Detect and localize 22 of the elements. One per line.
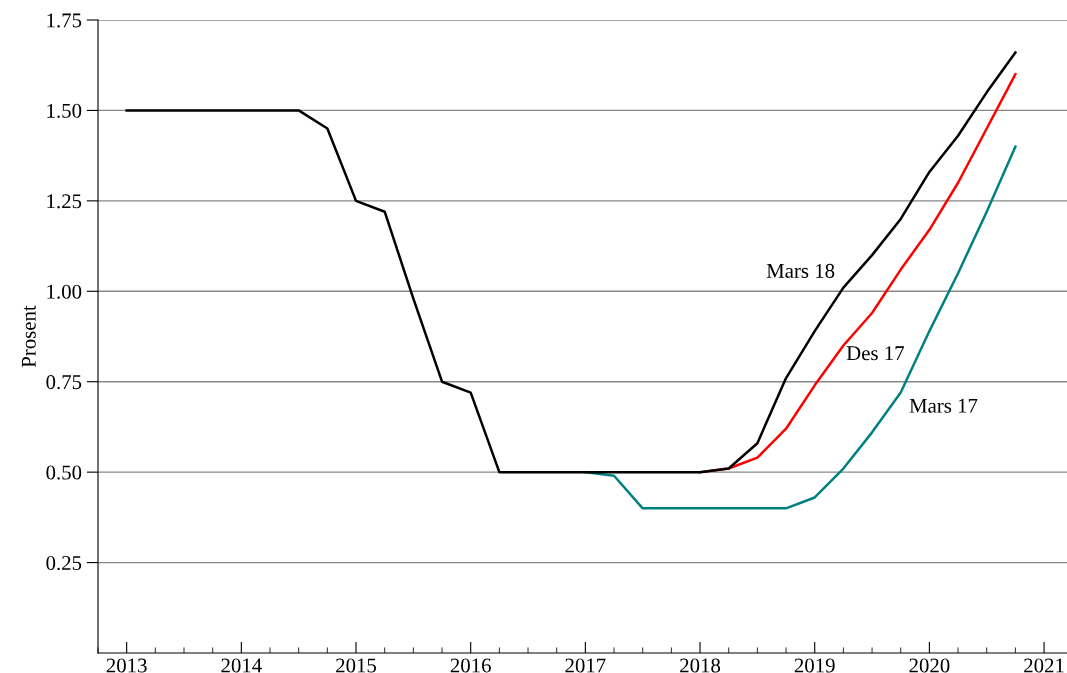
y-tick-label: 1.25 <box>47 194 82 209</box>
series-label: Mars 17 <box>909 398 978 413</box>
x-tick-label: 2013 <box>106 658 147 673</box>
line-series <box>125 51 1017 474</box>
x-tick-label: 2018 <box>680 658 721 673</box>
y-tick-label: 1.00 <box>47 284 82 299</box>
x-tick-label: 2015 <box>336 658 377 673</box>
series-label: Mars 18 <box>766 263 835 278</box>
x-tick-label: 2020 <box>909 658 950 673</box>
y-axis-title: Prosent <box>21 305 36 368</box>
y-tick-label: 0.50 <box>46 465 82 480</box>
line-series <box>584 145 1017 510</box>
series-label: Des 17 <box>846 346 904 361</box>
y-tick-label: 0.75 <box>46 375 82 390</box>
x-tick-label: 2017 <box>565 658 606 673</box>
x-tick-label: 2016 <box>450 658 491 673</box>
x-tick-label: 2019 <box>794 658 835 673</box>
y-tick-label: 0.25 <box>46 555 82 571</box>
x-tick-label: 2021 <box>1024 658 1064 673</box>
y-tick-label: 1.50 <box>47 103 82 118</box>
x-tick-label: 2014 <box>221 658 262 673</box>
y-tick-label: 1.75 <box>47 13 82 28</box>
